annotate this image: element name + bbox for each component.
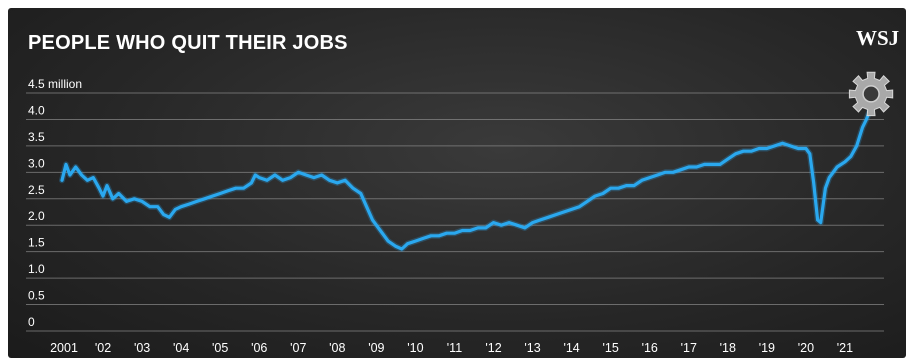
chart-card: [8, 8, 906, 358]
y-tick-label: 2.0: [28, 209, 45, 223]
x-tick-label: '04: [173, 341, 189, 355]
chart-title: PEOPLE WHO QUIT THEIR JOBS: [28, 32, 348, 54]
x-tick-label: '17: [681, 341, 697, 355]
x-tick-label: '11: [447, 341, 462, 355]
gear-icon: [848, 71, 894, 117]
x-tick-label: '07: [290, 341, 306, 355]
series-group: [59, 97, 877, 252]
x-tick-label: '06: [251, 341, 267, 355]
y-tick-label: 3.5: [28, 130, 45, 144]
x-tick-label: '02: [95, 341, 111, 355]
x-axis-ticks: 2001 '02 '03 '04 '05 '06 '07 '08 '09 '10 '11 '12 '13…: [50, 341, 853, 355]
x-tick-label: '20: [798, 341, 814, 355]
x-tick-label: '13: [524, 341, 540, 355]
series-line: [60, 99, 875, 251]
x-tick-label: '03: [134, 341, 150, 355]
x-tick-label: '21: [837, 341, 853, 355]
x-tick-label: '15: [603, 341, 619, 355]
x-tick-label: '19: [759, 341, 775, 355]
x-tick-label: '16: [642, 341, 658, 355]
y-tick-label: 2.5: [28, 183, 45, 197]
grid-lines: [26, 92, 884, 332]
y-tick-label: 0.5: [28, 289, 45, 303]
x-tick-label: '10: [407, 341, 423, 355]
y-tick-label: 4.5 million: [28, 77, 82, 91]
x-tick-label: '09: [368, 341, 384, 355]
x-tick-label: '18: [720, 341, 736, 355]
y-tick-label: 4.0: [28, 103, 45, 117]
wsj-logo: WSJ: [856, 26, 900, 50]
y-axis-ticks: 0 0.5 1.0 1.5 2.0 2.5 3.0 3.5 4.0 4.5 million: [28, 77, 82, 329]
x-tick-label: 2001: [50, 341, 78, 355]
y-tick-label: 1.0: [28, 262, 45, 276]
x-tick-label: '05: [212, 341, 228, 355]
y-tick-label: 1.5: [28, 236, 45, 250]
gear-icon-hub: [862, 85, 880, 103]
x-tick-label: '08: [329, 341, 345, 355]
x-tick-label: '14: [563, 341, 579, 355]
series-line-glow: [59, 97, 877, 252]
x-tick-label: '12: [485, 341, 501, 355]
y-tick-label: 3.0: [28, 156, 45, 170]
y-tick-label: 0: [28, 315, 35, 329]
